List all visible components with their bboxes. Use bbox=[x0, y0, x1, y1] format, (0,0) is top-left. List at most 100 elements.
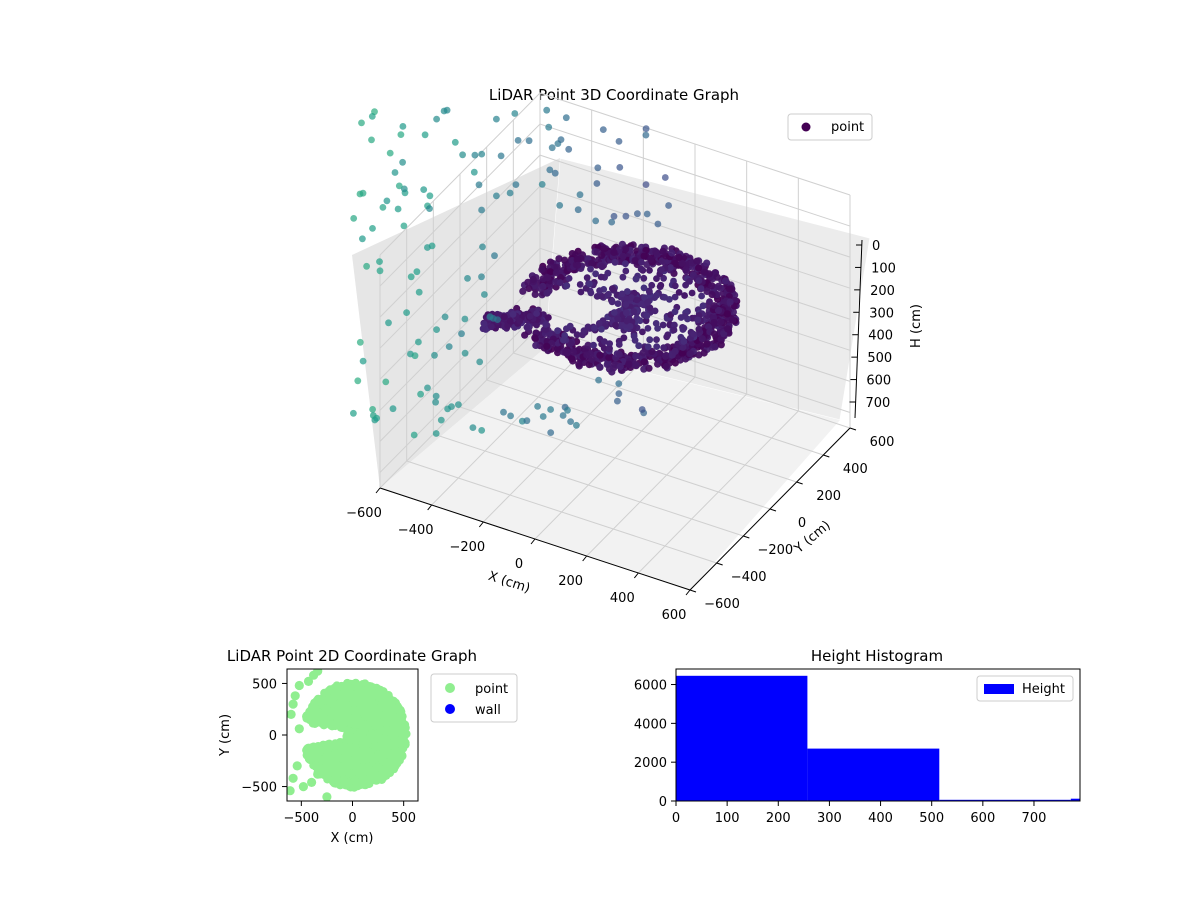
cloud-point bbox=[681, 292, 688, 299]
scatter-2d-point bbox=[385, 727, 395, 736]
cloud-point bbox=[437, 416, 445, 424]
cloud-point bbox=[643, 312, 651, 320]
cloud-point bbox=[433, 326, 440, 333]
cloud-point bbox=[563, 282, 571, 290]
hist-x-tick-label: 300 bbox=[817, 811, 842, 826]
y-tick-label-3d: −400 bbox=[731, 570, 767, 585]
x-tick-mark-3d bbox=[478, 521, 484, 528]
hist-x-tick-label: 600 bbox=[970, 811, 995, 826]
cloud-point bbox=[640, 358, 648, 366]
cloud-point bbox=[646, 336, 654, 344]
cloud-point bbox=[615, 138, 623, 145]
cloud-point bbox=[598, 325, 605, 333]
cloud-point bbox=[708, 282, 716, 290]
scatter-2d-point bbox=[352, 709, 361, 719]
scatter-2d-point bbox=[325, 715, 334, 724]
cloud-point bbox=[478, 273, 485, 281]
cloud-point bbox=[714, 306, 723, 314]
scatter-2d-point bbox=[380, 703, 390, 713]
scatter-2d-point bbox=[382, 743, 392, 752]
hist-y-tick-label: 2000 bbox=[634, 756, 667, 771]
z-tick-label-3d: 300 bbox=[869, 306, 894, 321]
cloud-point bbox=[521, 331, 529, 339]
scatter-2d-point bbox=[353, 697, 362, 707]
cloud-point bbox=[596, 363, 604, 371]
cloud-point bbox=[621, 245, 630, 253]
legend-3d: point bbox=[787, 113, 873, 141]
cloud-point bbox=[350, 409, 357, 417]
cloud-point bbox=[529, 275, 537, 284]
cloud-point bbox=[458, 330, 465, 338]
scatter-2d-point bbox=[332, 761, 342, 771]
cloud-point bbox=[358, 119, 365, 127]
cloud-point bbox=[426, 205, 433, 213]
cloud-point bbox=[376, 258, 383, 265]
x-tick-label-3d: 600 bbox=[662, 608, 687, 623]
chart-2d-title: LiDAR Point 2D Coordinate Graph bbox=[227, 647, 477, 665]
cloud-point bbox=[546, 166, 554, 174]
cloud-point bbox=[723, 310, 732, 318]
z-tick-label-3d: 0 bbox=[872, 239, 880, 254]
scatter-2d-point bbox=[336, 721, 345, 730]
cloud-point bbox=[534, 403, 541, 410]
scatter-2d-point bbox=[298, 782, 308, 792]
cloud-point bbox=[576, 281, 584, 288]
cloud-point bbox=[619, 252, 627, 260]
cloud-point bbox=[523, 323, 531, 331]
cloud-point bbox=[639, 328, 646, 336]
cloud-point bbox=[410, 431, 418, 439]
cloud-point bbox=[717, 318, 725, 326]
cloud-point bbox=[543, 342, 551, 350]
cloud-point bbox=[486, 313, 494, 321]
cloud-point bbox=[611, 258, 619, 266]
cloud-point bbox=[694, 316, 702, 324]
cloud-point bbox=[599, 126, 607, 133]
cloud-point bbox=[680, 324, 688, 332]
cloud-point bbox=[642, 131, 650, 139]
cloud-point bbox=[647, 256, 655, 264]
legend-3d-label: point bbox=[831, 120, 864, 135]
cloud-point bbox=[638, 258, 645, 266]
cloud-point bbox=[646, 304, 654, 312]
cloud-point bbox=[675, 289, 683, 296]
cloud-point bbox=[584, 341, 592, 349]
cloud-point bbox=[646, 267, 653, 274]
cloud-point bbox=[566, 322, 574, 330]
y-tick-mark-3d bbox=[769, 508, 777, 512]
cloud-point bbox=[500, 408, 507, 416]
cloud-point bbox=[509, 310, 517, 318]
x-tick-mark-3d bbox=[530, 538, 536, 545]
cloud-point bbox=[653, 275, 660, 282]
y-tick-mark-3d bbox=[849, 427, 857, 431]
cloud-point bbox=[699, 302, 707, 310]
cloud-point bbox=[554, 344, 562, 352]
cloud-point bbox=[675, 253, 683, 261]
cloud-point bbox=[642, 181, 650, 189]
cloud-point bbox=[658, 257, 666, 265]
cloud-point bbox=[655, 349, 663, 358]
scatter-2d-point bbox=[382, 767, 391, 776]
cloud-point bbox=[424, 244, 431, 251]
cloud-point bbox=[569, 348, 578, 356]
cloud-point bbox=[640, 284, 648, 292]
cloud-point bbox=[478, 150, 486, 158]
y-tick-label-3d: 0 bbox=[798, 516, 806, 531]
cloud-point bbox=[568, 250, 576, 258]
cloud-point bbox=[693, 257, 701, 265]
cloud-point bbox=[562, 348, 570, 356]
cloud-point bbox=[356, 338, 364, 346]
cloud-point bbox=[487, 323, 495, 330]
cloud-point bbox=[586, 280, 593, 288]
histogram-frame bbox=[675, 668, 1081, 802]
cloud-point bbox=[546, 258, 555, 266]
scatter-2d-point bbox=[290, 691, 300, 701]
cloud-point bbox=[710, 302, 718, 310]
cloud-point bbox=[648, 347, 656, 356]
cloud-point bbox=[531, 334, 539, 342]
cloud-point bbox=[568, 355, 576, 363]
cloud-point bbox=[660, 344, 667, 351]
scatter-2d-point bbox=[394, 712, 403, 722]
scatter-2d-point bbox=[371, 706, 380, 715]
